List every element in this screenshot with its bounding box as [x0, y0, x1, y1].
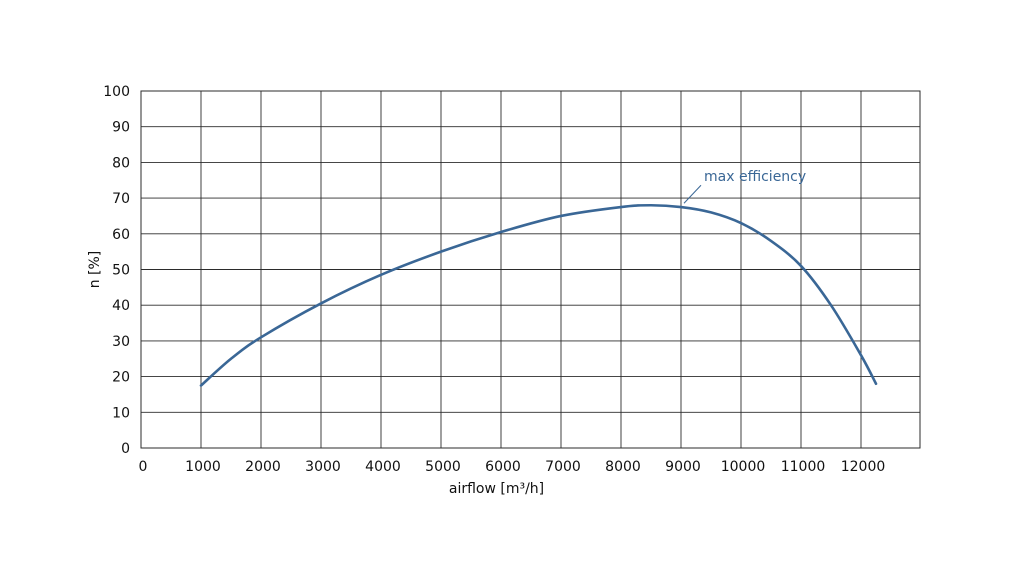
x-tick-label: 10000 [721, 459, 766, 475]
x-tick-label: 8000 [605, 459, 641, 475]
grid [140, 90, 921, 449]
x-tick-label: 1000 [185, 459, 221, 475]
y-tick-label: 0 [121, 441, 130, 457]
x-tick-label: 7000 [545, 459, 581, 475]
y-tick-label: 40 [112, 298, 130, 314]
y-tick-label: 10 [112, 405, 130, 421]
x-tick-label: 5000 [425, 459, 461, 475]
y-tick-label: 90 [112, 120, 130, 136]
y-tick-label: 60 [112, 227, 130, 243]
x-tick-label: 9000 [665, 459, 701, 475]
x-tick-label: 12000 [841, 459, 886, 475]
y-tick-label: 50 [112, 263, 130, 279]
x-tick-label: 2000 [245, 459, 281, 475]
y-tick-labels: 0 10 20 30 40 50 60 70 80 90 100 [103, 84, 130, 457]
y-axis-label: n [%] [87, 251, 103, 289]
x-tick-label: 0 [139, 459, 148, 475]
efficiency-curve [199, 203, 878, 387]
y-tick-label: 70 [112, 191, 130, 207]
annotation-max-efficiency: max efficiency [704, 169, 806, 185]
x-tick-label: 3000 [305, 459, 341, 475]
x-tick-labels: 0 1000 2000 3000 4000 5000 6000 7000 8000 9000 100… [139, 459, 886, 475]
plot-frame [140, 90, 921, 449]
x-axis-label: airflow [m³/h] [449, 481, 544, 497]
annotation-leader [683, 184, 702, 204]
y-tick-label: 100 [103, 84, 130, 100]
y-tick-label: 20 [112, 370, 130, 386]
y-tick-label: 30 [112, 334, 130, 350]
y-tick-label: 80 [112, 155, 130, 171]
x-tick-label: 6000 [485, 459, 521, 475]
x-tick-label: 4000 [365, 459, 401, 475]
x-tick-label: 11000 [781, 459, 826, 475]
